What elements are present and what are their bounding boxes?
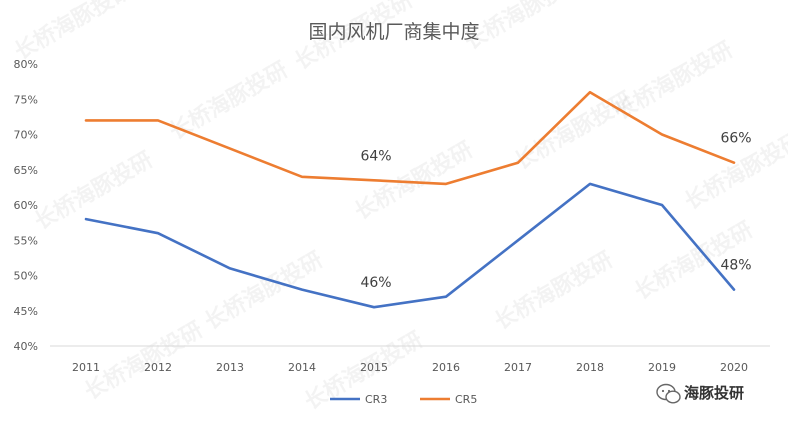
legend-label-cr3: CR3 <box>365 393 387 406</box>
y-tick-label: 55% <box>14 234 38 247</box>
y-axis: 40% 45% 50% 55% 60% 65% 70% 75% 80% <box>14 58 38 353</box>
watermark-text: 长桥海豚投研 <box>490 247 617 336</box>
x-axis: 2011 2012 2013 2014 2015 2016 2017 2018 2019 2020 <box>50 345 770 374</box>
series-layer <box>84 90 736 309</box>
y-tick-label: 60% <box>14 199 38 212</box>
brand-badge: 海豚投研 <box>656 383 744 404</box>
watermark-text: 长桥海豚投研 <box>10 0 137 65</box>
y-tick-label: 75% <box>14 93 38 106</box>
y-tick-label: 50% <box>14 270 38 283</box>
x-tick-label: 2016 <box>432 361 460 374</box>
data-label-cr3: 46% <box>360 275 391 291</box>
x-tick-label: 2013 <box>216 361 244 374</box>
chart-title: 国内风机厂商集中度 <box>308 21 479 43</box>
wechat-icon <box>656 383 681 404</box>
data-label-cr5: 64% <box>360 148 391 164</box>
x-tick-label: 2020 <box>720 361 748 374</box>
x-tick-label: 2014 <box>288 361 316 374</box>
x-tick-label: 2019 <box>648 361 676 374</box>
y-tick-label: 65% <box>14 164 38 177</box>
watermark-layer: 长桥海豚投研长桥海豚投研长桥海豚投研长桥海豚投研长桥海豚投研长桥海豚投研长桥海豚… <box>10 0 788 415</box>
data-label-cr5: 66% <box>720 131 751 147</box>
data-labels: 46% 48% 64% 66% <box>360 131 751 292</box>
x-tick-label: 2012 <box>144 361 172 374</box>
x-tick-label: 2011 <box>72 361 100 374</box>
x-tick-label: 2017 <box>504 361 532 374</box>
legend-label-cr5: CR5 <box>455 393 477 406</box>
series-line-cr5 <box>84 90 736 186</box>
legend: CR3 CR5 <box>330 393 477 406</box>
y-tick-label: 40% <box>14 340 38 353</box>
x-tick-label: 2015 <box>360 361 388 374</box>
y-tick-label: 70% <box>14 129 38 142</box>
y-tick-label: 45% <box>14 305 38 318</box>
data-label-cr3: 48% <box>720 258 751 274</box>
series-line-cr3 <box>84 182 736 309</box>
watermark-text: 长桥海豚投研 <box>510 87 637 176</box>
brand-text: 海豚投研 <box>684 384 744 402</box>
x-tick-label: 2018 <box>576 361 604 374</box>
y-tick-label: 80% <box>14 58 38 71</box>
